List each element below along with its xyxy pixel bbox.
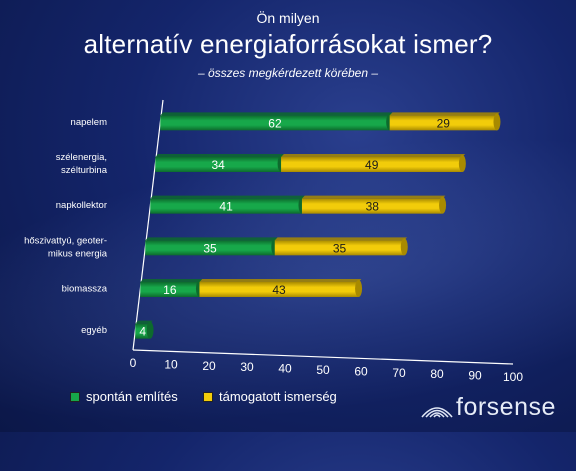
category-label: szélenergia, szélturbina — [56, 152, 108, 176]
x-tick-label: 50 — [316, 363, 330, 377]
bar-spontan — [155, 157, 282, 172]
value-label-spontan: 34 — [211, 158, 225, 172]
value-label-spontan: 35 — [203, 241, 217, 255]
legend-swatch-yellow — [203, 391, 213, 402]
value-label-spontan: 41 — [219, 200, 233, 214]
forsense-logo-mark-icon — [421, 406, 453, 418]
bar-tamogatott-top — [389, 112, 500, 116]
bar-spontan — [145, 240, 275, 256]
bar-spontan-top — [145, 237, 278, 241]
logo-text: forsense — [456, 393, 556, 421]
bar-tamogatott — [199, 282, 359, 297]
chart-subtitle: – összes megkérdezett körében – — [197, 66, 379, 80]
bar-spontan — [135, 323, 151, 339]
value-label-tamogatott: 35 — [333, 241, 347, 255]
legend-item-spontan: spontán említés — [70, 389, 178, 404]
category-label: napkollektor — [56, 200, 107, 211]
bar-tamogatott — [274, 240, 405, 256]
bar-tamogatott-top — [301, 195, 446, 199]
legend-label-tamogatott: támogatott ismerség — [219, 389, 337, 404]
x-tick-label: 20 — [202, 359, 216, 373]
bar-spontan-top — [155, 154, 284, 157]
bar-tamogatott-cap — [493, 113, 501, 131]
chart-title: alternatív energiaforrásokat ismer? — [83, 29, 493, 59]
x-tick-label: 10 — [164, 357, 178, 371]
value-label-spontan: 62 — [268, 116, 282, 130]
value-label-tamogatott: 29 — [437, 116, 451, 130]
value-label-tamogatott: 43 — [272, 283, 286, 297]
value-label-tamogatott: 38 — [366, 200, 380, 214]
bar-spontan-top — [150, 195, 305, 199]
x-tick-label: 40 — [278, 362, 292, 376]
category-label: egyéb — [81, 325, 107, 336]
x-tick-label: 70 — [392, 366, 406, 380]
bar-tamogatott-top — [274, 237, 408, 241]
x-tick-label: 90 — [468, 369, 482, 383]
forsense-logo: forsense — [420, 393, 556, 422]
bar-spontan-top — [140, 279, 203, 282]
bar-tamogatott-cap — [458, 155, 466, 172]
bar-spontan — [140, 282, 200, 297]
category-label: hőszivattyú, geoter-mikus energia — [24, 235, 108, 259]
bar-spontan — [160, 115, 390, 131]
bar-tamogatott-top — [281, 154, 466, 157]
bar-spontan-cap — [146, 321, 154, 339]
value-label-spontan: 4 — [139, 325, 146, 339]
value-label-tamogatott: 49 — [365, 158, 379, 172]
bar-tamogatott-cap — [355, 280, 363, 297]
legend-item-tamogatott: támogatott ismerség — [203, 389, 337, 404]
bar-tamogatott — [281, 157, 463, 172]
bar-tamogatott-top — [199, 279, 362, 282]
bar-tamogatott — [389, 115, 497, 131]
x-tick-label: 30 — [240, 360, 254, 374]
bar-spontan — [150, 198, 302, 214]
value-label-spontan: 16 — [163, 283, 177, 297]
category-label: napelem — [71, 117, 108, 128]
bar-spontan-top — [160, 112, 393, 116]
x-tick-label: 100 — [503, 370, 523, 384]
x-tick-label: 0 — [130, 356, 137, 370]
legend-label-spontan: spontán említés — [86, 389, 178, 404]
bar-chart: 0 10 20 30 40 50 60 70 80 90 100 napelem 62 29 szélene… — [24, 99, 523, 384]
title-line-1: Ön milyen — [256, 10, 320, 26]
y-axis-line — [132, 99, 164, 351]
bar-tamogatott-cap — [400, 238, 408, 256]
x-tick-label: 60 — [354, 364, 368, 378]
x-axis-line — [132, 349, 514, 365]
legend-swatch-green — [70, 391, 80, 402]
bar-tamogatott — [301, 198, 443, 214]
category-label: biomassza — [62, 284, 108, 295]
x-tick-label: 80 — [430, 367, 444, 381]
bar-tamogatott-cap — [439, 196, 447, 214]
